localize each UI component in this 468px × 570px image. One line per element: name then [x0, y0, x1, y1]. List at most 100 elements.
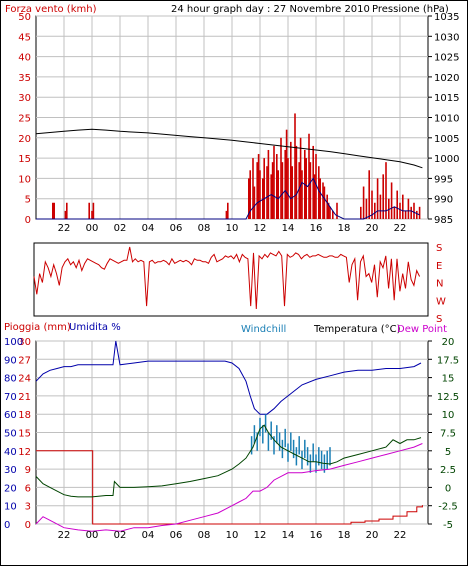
wind-tick-label: 50: [18, 12, 31, 23]
temp-x-tick-label: 00: [86, 530, 99, 541]
direction-plot-area: [33, 242, 429, 317]
temp-x-tick-label: 08: [198, 530, 211, 541]
temp-tick-label: 15: [442, 374, 455, 385]
rain-tick-label: 21: [18, 392, 31, 403]
wind-tick-label: 0: [25, 215, 31, 226]
rain-tick-label: 18: [18, 410, 31, 421]
temp-x-tick-label: 22: [58, 530, 71, 541]
temp-x-tick-label: 14: [282, 530, 295, 541]
temp-x-tick-label: 20: [366, 530, 379, 541]
wind-x-tick-label: 02: [114, 223, 127, 234]
temp-tick-label: 12.5: [437, 392, 459, 403]
pressure-y-ticks: 985 990 995 1000 1005 1010 1015 1020 1025 1030 103…: [428, 12, 459, 226]
windchill-line: [250, 414, 331, 473]
temp-x-ticks: 22 00 02 04 06 08 10 12 14 16 18 20 22: [58, 530, 407, 541]
pressure-tick-label: 1015: [434, 93, 459, 104]
wind-x-ticks: 22 00 02 04 06 08 10 12 14 16 18 20 22: [58, 223, 407, 234]
temp-tick-label: 17.5: [437, 355, 459, 366]
temp-tick-label: -2.5: [438, 502, 458, 513]
wind-x-tick-label: 20: [366, 223, 379, 234]
pressure-tick-label: 1030: [434, 32, 459, 43]
pressure-tick-label: 1010: [434, 114, 459, 125]
wind-x-tick-label: 16: [310, 223, 323, 234]
temp-x-tick-label: 12: [254, 530, 267, 541]
wind-tick-label: 35: [18, 73, 31, 84]
wind-tick-label: 15: [18, 154, 31, 165]
wind-x-tick-label: 06: [170, 223, 183, 234]
rain-tick-label: 12: [18, 447, 31, 458]
temp-x-tick-label: 02: [114, 530, 127, 541]
temperature-label: Temperatura (°C): [313, 324, 401, 335]
pressure-tick-label: 1005: [434, 134, 459, 145]
temp-x-tick-label: 06: [170, 530, 183, 541]
temp-x-tick-label: 10: [226, 530, 239, 541]
temp-tick-label: 0: [445, 483, 451, 494]
wind-x-tick-label: 00: [86, 223, 99, 234]
temp-x-tick-label: 18: [338, 530, 351, 541]
wind-tick-label: 40: [18, 53, 31, 64]
humidity-tick-label: 90: [4, 355, 17, 366]
temp-tick-label: 7.5: [440, 429, 456, 440]
humidity-tick-label: 0: [4, 520, 10, 531]
wind-average-line: [36, 177, 420, 220]
humidity-tick-label: 40: [4, 447, 17, 458]
wind-x-tick-label: 22: [58, 223, 71, 234]
rain-tick-label: 30: [18, 337, 31, 348]
humidity-tick-label: 100: [4, 337, 23, 348]
rain-tick-label: 9: [25, 465, 31, 476]
compass-tick-label: W: [436, 296, 446, 307]
wind-tick-label: 45: [18, 32, 31, 43]
temperature-y-ticks: -5 -2.5 0 2.5 5 7.5 10 12.5 15 17.5 20: [428, 337, 459, 531]
wind-x-tick-label: 04: [142, 223, 155, 234]
compass-tick-label: E: [436, 261, 442, 272]
temp-x-tick-label: 04: [142, 530, 155, 541]
humidity-tick-label: 30: [4, 465, 17, 476]
rain-tick-label: 0: [25, 520, 31, 531]
humidity-tick-label: 70: [4, 392, 17, 403]
wind-tick-label: 5: [25, 195, 31, 206]
rain-tick-label: 3: [25, 502, 31, 513]
wind-tick-label: 25: [18, 114, 31, 125]
wind-x-tick-label: 12: [254, 223, 267, 234]
compass-tick-label: S: [436, 314, 442, 325]
humidity-tick-label: 50: [4, 429, 17, 440]
chart-title: 24 hour graph day : 27 Novembre 2010: [171, 4, 370, 15]
pressure-tick-label: 1035: [434, 12, 459, 23]
rain-tick-label: 24: [18, 374, 31, 385]
dewpoint-label: Dew Point: [397, 324, 447, 335]
humidity-tick-label: 20: [4, 483, 17, 494]
pressure-tick-label: 1025: [434, 53, 459, 64]
direction-line: [33, 246, 421, 310]
pressure-tick-label: 990: [434, 195, 453, 206]
temp-x-tick-label: 22: [394, 530, 407, 541]
temp-tick-label: 5: [445, 447, 451, 458]
pressure-tick-label: 985: [434, 215, 453, 226]
humidity-y-ticks: 0 10 20 30 40 50 60 70 80 90 100: [4, 337, 23, 531]
temp-tick-label: -5: [443, 520, 453, 531]
wind-x-tick-label: 22: [394, 223, 407, 234]
wind-x-tick-label: 18: [338, 223, 351, 234]
temp-x-tick-label: 16: [310, 530, 323, 541]
humidity-tick-label: 80: [4, 374, 17, 385]
rain-y-ticks: 0 3 6 9 12 15 18 21 24 27 30: [18, 337, 31, 531]
rain-tick-label: 15: [18, 429, 31, 440]
compass-tick-label: N: [436, 279, 443, 290]
humidity-tick-label: 60: [4, 410, 17, 421]
wind-y-ticks: 0 5 10 15 20 25 30 35 40 45 50: [18, 12, 31, 226]
wind-tick-label: 30: [18, 93, 31, 104]
rain-label: Pioggia (mm): [4, 322, 71, 333]
temp-tick-label: 20: [442, 337, 455, 348]
humidity-line: [35, 340, 422, 415]
rain-tick-label: 6: [25, 483, 31, 494]
temperature-line: [35, 424, 422, 498]
wind-x-tick-label: 10: [226, 223, 239, 234]
windchill-label: Windchill: [241, 324, 286, 335]
dewpoint-line: [35, 443, 423, 532]
rain-tick-label: 27: [18, 355, 31, 366]
wind-tick-label: 20: [18, 134, 31, 145]
